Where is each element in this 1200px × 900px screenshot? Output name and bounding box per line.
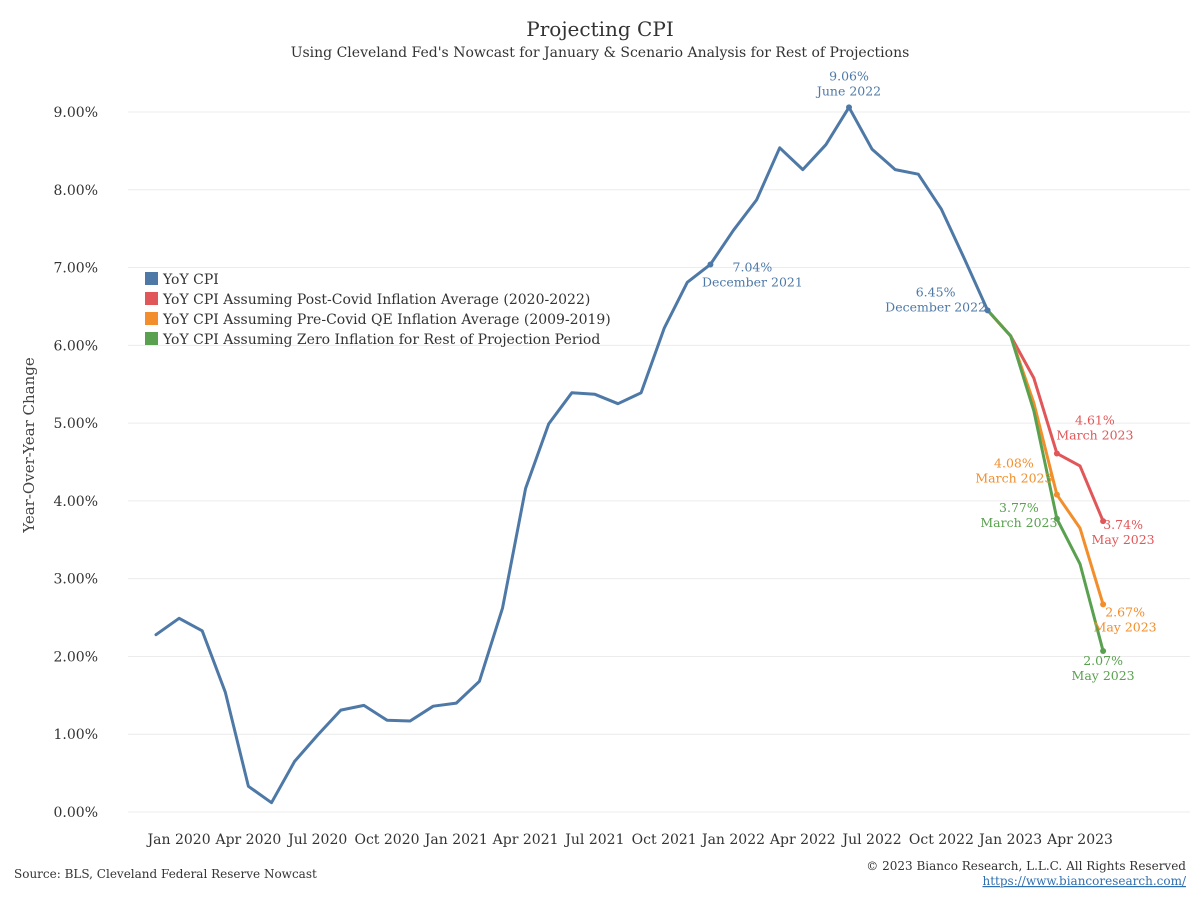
legend-label: YoY CPI Assuming Zero Inflation for Rest… bbox=[162, 332, 600, 348]
x-tick-label: Jul 2022 bbox=[841, 832, 902, 848]
y-tick-label: 7.00% bbox=[54, 261, 98, 277]
y-axis-label: Year-Over-Year Change bbox=[20, 357, 38, 534]
y-tick-label: 2.00% bbox=[54, 649, 98, 665]
annotation-dot bbox=[984, 307, 991, 314]
annotation-value: 9.06% bbox=[829, 68, 869, 83]
x-tick-label: Oct 2020 bbox=[354, 832, 419, 848]
x-tick-label: Jul 2021 bbox=[563, 832, 624, 848]
series-lines bbox=[154, 105, 1105, 805]
y-tick-label: 5.00% bbox=[54, 416, 98, 432]
y-tick-label: 0.00% bbox=[54, 805, 98, 821]
chart-subtitle: Using Cleveland Fed's Nowcast for Januar… bbox=[291, 45, 910, 61]
annotation-dot bbox=[1053, 515, 1060, 522]
source-note: Source: BLS, Cleveland Federal Reserve N… bbox=[14, 867, 317, 881]
annotation-date: March 2023 bbox=[1056, 427, 1133, 442]
x-tick-label: Apr 2021 bbox=[492, 832, 559, 848]
website-link[interactable]: https://www.biancoresearch.com/ bbox=[982, 874, 1186, 888]
x-tick-label: Jan 2023 bbox=[977, 832, 1042, 848]
annotation-dot bbox=[1100, 601, 1107, 608]
annotation-value: 7.04% bbox=[733, 259, 773, 274]
x-tick-label: Apr 2023 bbox=[1046, 832, 1113, 848]
annotation-dot bbox=[1053, 491, 1060, 498]
y-tick-label: 1.00% bbox=[54, 727, 98, 743]
legend-label: YoY CPI Assuming Post-Covid Inflation Av… bbox=[162, 292, 590, 308]
y-tick-label: 3.00% bbox=[54, 572, 98, 588]
x-tick-label: Jan 2021 bbox=[423, 832, 488, 848]
annotation-date: March 2023 bbox=[980, 515, 1057, 530]
annotation-dot bbox=[846, 104, 852, 111]
annotation-date: May 2023 bbox=[1072, 668, 1135, 683]
annotation-date: December 2022 bbox=[885, 299, 986, 314]
legend-label: YoY CPI Assuming Pre-Covid QE Inflation … bbox=[162, 312, 611, 328]
annotation-date: June 2022 bbox=[815, 83, 881, 98]
x-axis-ticks: Jan 2020 Apr 2020 Jul 2020 Oct 2020 Jan 2021… bbox=[146, 832, 1113, 848]
annotation-dot bbox=[707, 261, 714, 268]
y-tick-label: 9.00% bbox=[54, 105, 98, 121]
x-tick-label: Apr 2020 bbox=[214, 832, 281, 848]
annotation-value: 6.45% bbox=[916, 284, 956, 299]
y-tick-label: 4.00% bbox=[54, 494, 98, 510]
x-tick-label: Apr 2022 bbox=[769, 832, 836, 848]
annotation-dot bbox=[1053, 450, 1060, 457]
annotation-dot bbox=[1100, 518, 1107, 525]
x-tick-label: Jan 2020 bbox=[146, 832, 211, 848]
annotation-date: May 2023 bbox=[1092, 532, 1155, 547]
series-line-3 bbox=[986, 308, 1105, 653]
annotation-value: 2.07% bbox=[1083, 653, 1123, 668]
legend-swatch bbox=[145, 312, 158, 325]
x-tick-label: Oct 2021 bbox=[632, 832, 697, 848]
legend-swatch bbox=[145, 292, 158, 305]
y-tick-label: 8.00% bbox=[54, 183, 98, 199]
chart-title: Projecting CPI bbox=[526, 17, 673, 41]
annotation-value: 3.74% bbox=[1103, 517, 1143, 532]
annotation-date: May 2023 bbox=[1094, 619, 1157, 634]
legend-swatch bbox=[145, 272, 158, 285]
y-tick-label: 6.00% bbox=[54, 338, 98, 354]
annotation-date: December 2021 bbox=[702, 274, 803, 289]
legend-label: YoY CPI bbox=[162, 272, 219, 288]
x-tick-label: Jan 2022 bbox=[700, 832, 765, 848]
x-tick-label: Oct 2022 bbox=[909, 832, 974, 848]
annotations: 7.04%December 2021 9.06%June 2022 6.45%Dec… bbox=[702, 68, 1157, 683]
annotation-value: 2.67% bbox=[1105, 604, 1145, 619]
annotation-value: 4.08% bbox=[994, 456, 1034, 471]
legend: YoY CPI YoY CPI Assuming Post-Covid Infla… bbox=[145, 272, 611, 348]
series-line-0 bbox=[154, 105, 990, 805]
annotation-dot bbox=[1100, 648, 1107, 654]
annotation-value: 3.77% bbox=[999, 500, 1039, 515]
annotation-value: 4.61% bbox=[1075, 412, 1115, 427]
copyright-note: © 2023 Bianco Research, L.L.C. All Right… bbox=[866, 859, 1186, 873]
x-tick-label: Jul 2020 bbox=[286, 832, 347, 848]
y-axis-ticks: 0.00% 1.00% 2.00% 3.00% 4.00% 5.00% 6.00% 7.00%… bbox=[54, 105, 98, 821]
legend-swatch bbox=[145, 332, 158, 345]
gridlines bbox=[128, 111, 1190, 813]
annotation-date: March 2023 bbox=[975, 471, 1052, 486]
